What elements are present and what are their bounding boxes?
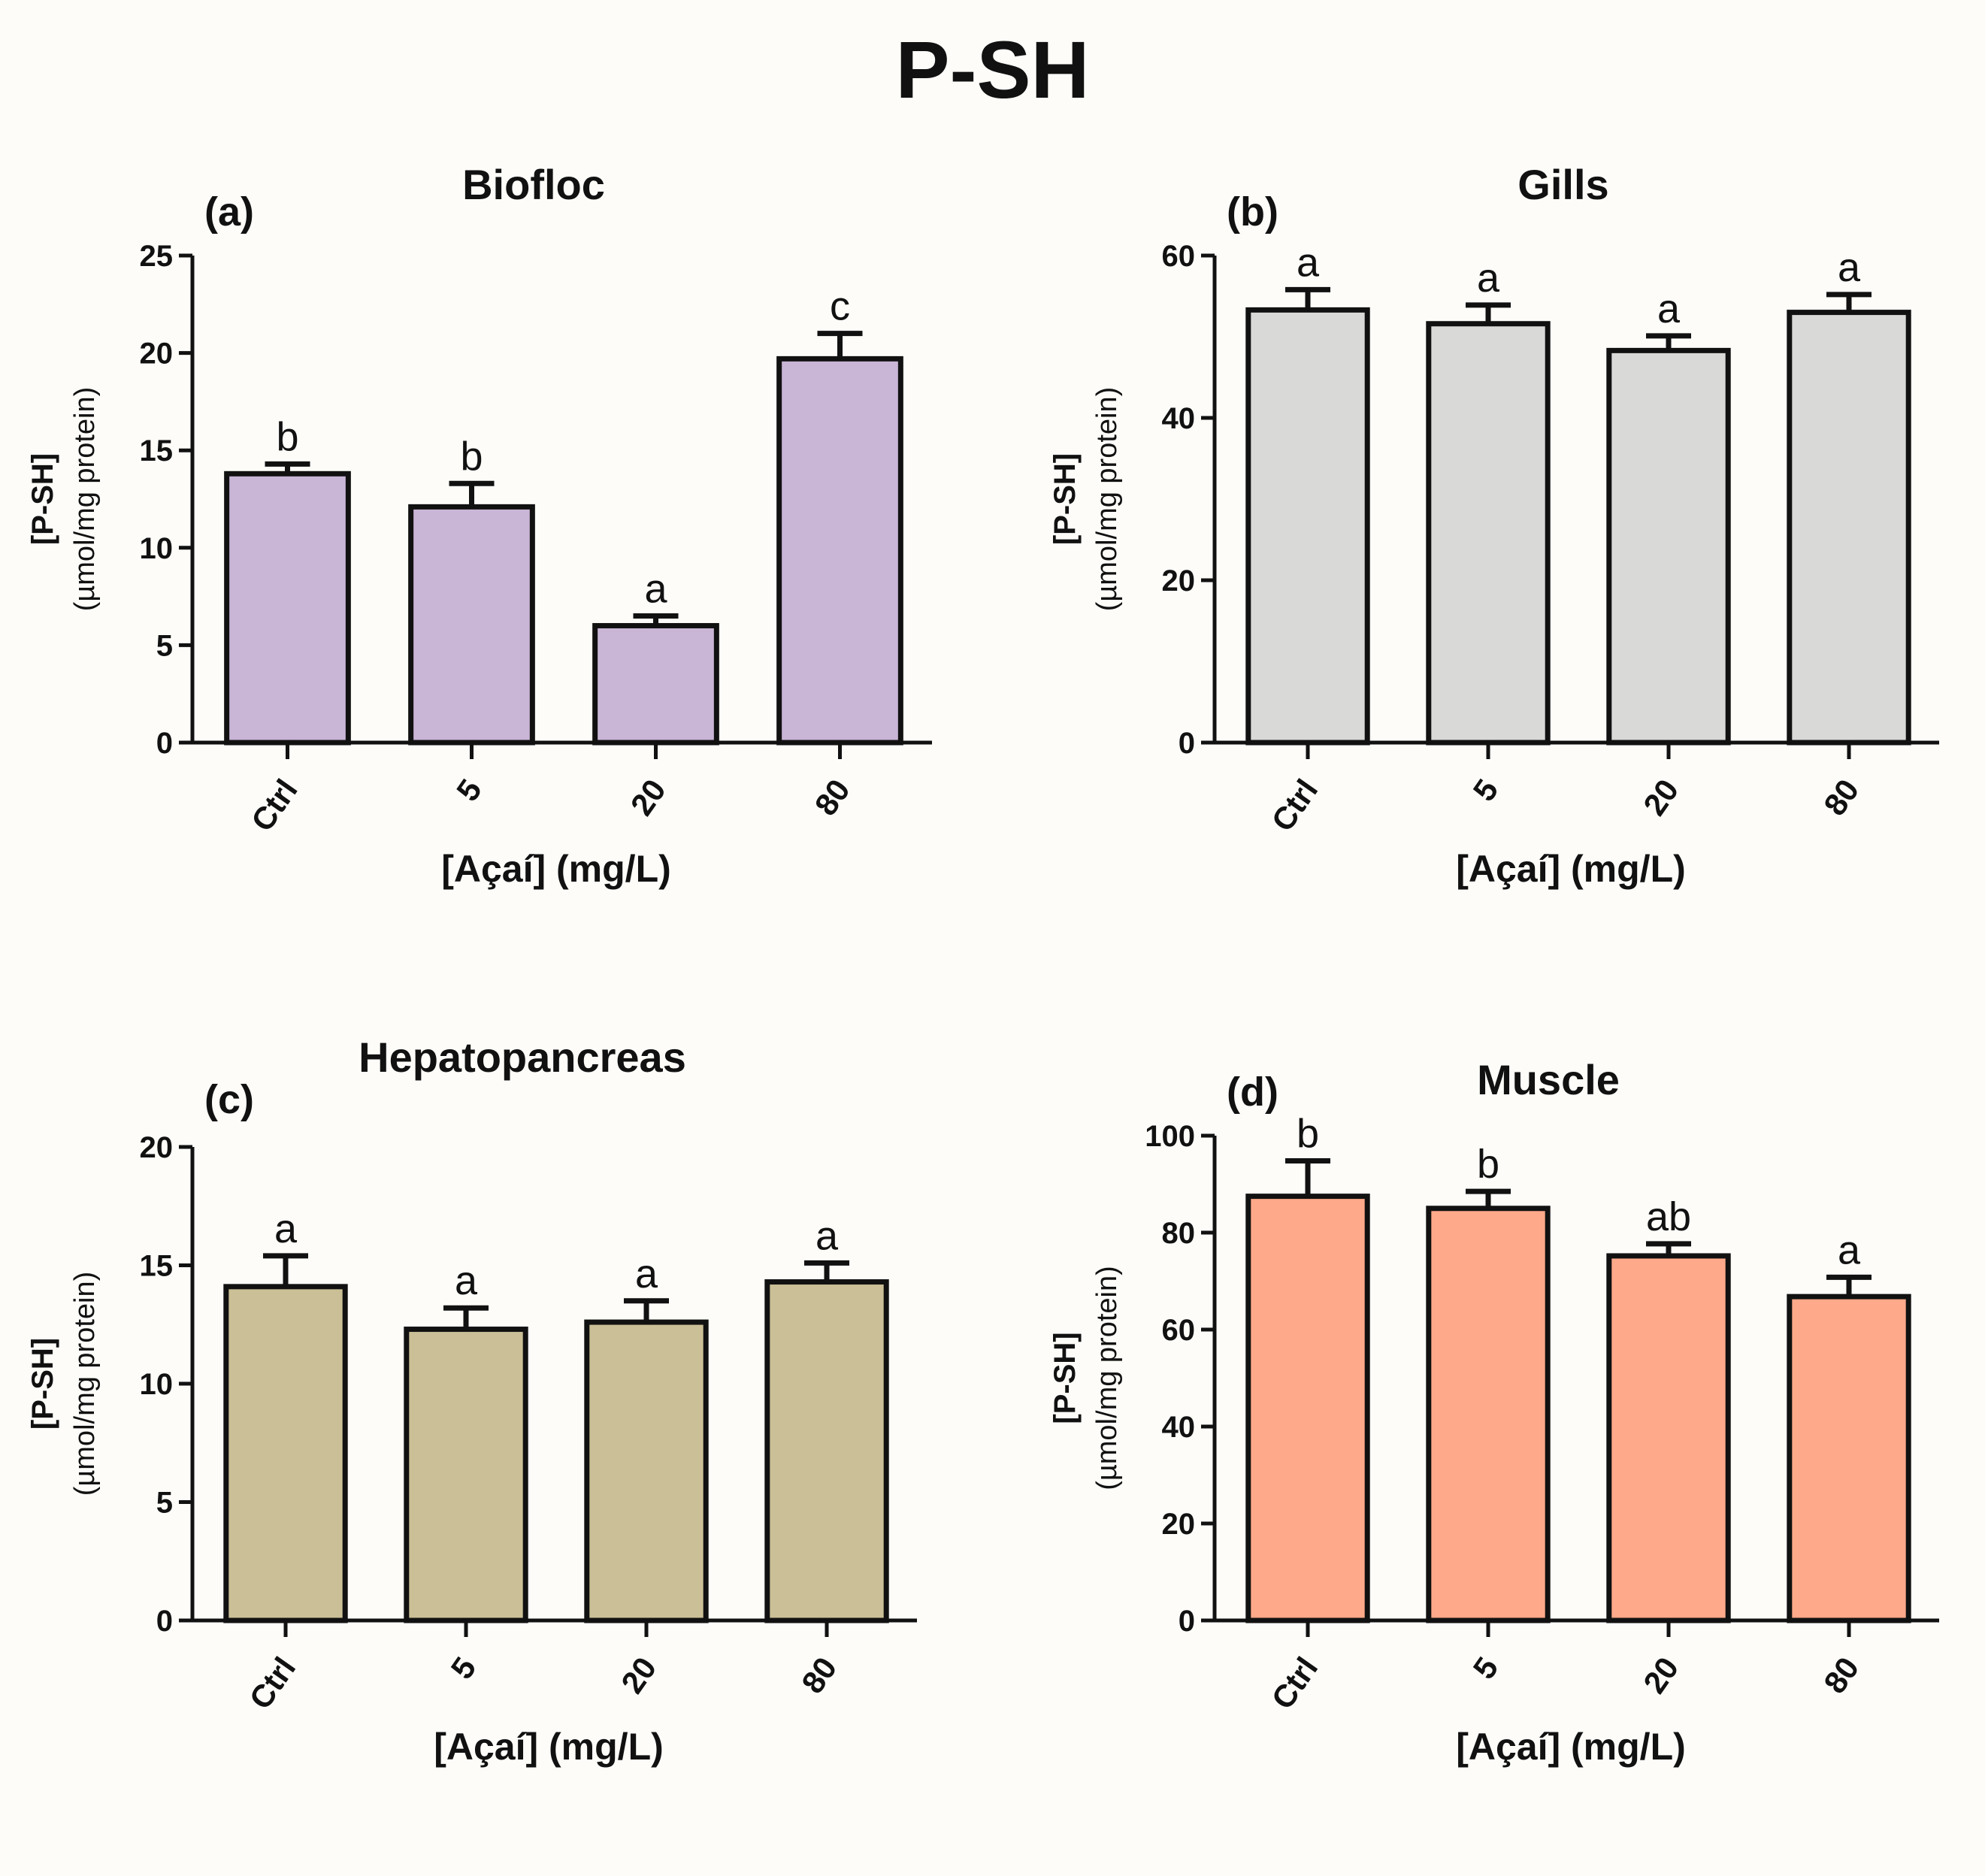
panel-letter: (a) [204,189,254,234]
page-title: P-SH [895,24,1090,115]
x-axis-label: [Açaí] (mg/L) [1456,848,1686,890]
chart-title: Muscle [1477,1056,1620,1103]
bar [1245,1194,1370,1623]
y-tick-label: 0 [1179,1605,1195,1638]
x-axis-label: [Açaí] (mg/L) [434,1726,664,1768]
y-axis-label: [P-SH] [1048,1332,1082,1424]
bar [1426,1206,1551,1623]
significance-letter: c [830,284,850,329]
x-tick-label: Ctrl [242,1651,302,1715]
panel-letter: (b) [1227,189,1278,234]
y-tick-label: 100 [1145,1120,1195,1153]
x-tick-label: 20 [1636,1651,1685,1699]
x-tick-label: 20 [1636,773,1685,822]
y-axis-label: [P-SH] [26,1338,59,1430]
bar [223,1284,348,1623]
y-tick-label: 60 [1162,1314,1196,1347]
panel-a: Biofloc (a) 0 5 10 15 20 25 [P-SH] (µmol/mg prote… [0,143,992,1000]
y-tick-label: 15 [140,434,174,467]
bar [1426,321,1551,746]
significance-letter: a [1297,240,1320,285]
chart-gills: Gills (b) 0 20 40 60 [P-SH] (µmol/mg protein) a C… [1048,161,1939,890]
bar [224,471,351,746]
significance-letter: ab [1646,1194,1691,1239]
y-tick-label: 40 [1162,402,1196,435]
bar [1245,307,1370,746]
chart-hepatopancreas: Hepatopancreas (c) 0 5 10 15 20 [P-SH] (µmol/mg … [26,1033,917,1768]
panel-letter: (c) [204,1077,254,1122]
y-tick-label: 10 [140,1368,174,1401]
x-tick-label: 5 [1466,773,1505,807]
y-tick-label: 5 [156,1487,173,1520]
x-tick-label: 20 [624,773,673,822]
y-tick-label: 80 [1162,1217,1196,1250]
bar [408,504,535,746]
significance-letter: b [276,414,298,459]
y-axis-sublabel: (µmol/mg protein) [69,1272,101,1496]
y-tick-label: 20 [1162,564,1196,598]
y-tick-label: 0 [156,727,173,760]
significance-letter: a [1838,245,1861,290]
panel-letter: (d) [1227,1070,1278,1115]
y-tick-label: 0 [156,1605,173,1638]
y-tick-label: 20 [1162,1508,1196,1541]
bar [404,1327,528,1623]
bar [1787,310,1911,746]
significance-letter: a [1477,256,1500,301]
chart-biofloc: Biofloc (a) 0 5 10 15 20 25 [P-SH] (µmol/mg prote… [26,161,932,890]
significance-letter: a [635,1251,658,1297]
x-tick-label: Ctrl [244,773,304,837]
y-axis-sublabel: (µmol/mg protein) [1091,387,1123,612]
y-tick-label: 25 [140,240,174,273]
x-axis-label: [Açaí] (mg/L) [1456,1726,1686,1768]
significance-letter: a [1657,286,1681,331]
x-tick-label: 80 [1817,773,1865,822]
x-tick-label: 5 [1466,1651,1505,1685]
significance-letter: a [274,1206,298,1251]
bar [1606,347,1731,746]
x-tick-label: 80 [794,1651,843,1699]
bar [592,622,719,746]
x-tick-label: 80 [1817,1651,1865,1699]
panel-b: Gills (b) 0 20 40 60 [P-SH] (µmol/mg protein) a C… [992,143,1984,1000]
x-tick-label: 80 [808,773,857,822]
significance-letter: a [815,1213,839,1258]
panel-c: Hepatopancreas (c) 0 5 10 15 20 [P-SH] (µmol/mg … [0,1019,992,1876]
y-tick-label: 40 [1162,1411,1196,1444]
chart-title: Gills [1517,161,1608,208]
y-axis-sublabel: (µmol/mg protein) [69,387,101,612]
bar [776,356,903,746]
x-tick-label: 5 [449,773,489,807]
y-axis-sublabel: (µmol/mg protein) [1091,1266,1123,1490]
y-tick-label: 20 [140,1131,174,1164]
x-tick-label: 5 [443,1651,483,1685]
bar [764,1279,889,1623]
x-axis-label: [Açaí] (mg/L) [441,848,671,890]
y-tick-label: 0 [1179,727,1195,760]
bar [1606,1253,1731,1623]
y-tick-label: 20 [140,337,174,371]
y-tick-label: 10 [140,532,174,565]
significance-letter: a [1838,1227,1861,1272]
significance-letter: b [1297,1112,1319,1157]
y-tick-label: 60 [1162,240,1196,273]
bar [1787,1294,1911,1623]
y-axis-label: [P-SH] [1048,453,1082,545]
y-tick-label: 15 [140,1250,174,1283]
x-tick-label: Ctrl [1264,773,1324,837]
significance-letter: b [460,434,483,479]
bar [584,1319,709,1623]
significance-letter: b [1477,1142,1499,1187]
chart-title: Biofloc [462,161,605,208]
x-tick-label: 20 [614,1651,663,1699]
x-tick-label: Ctrl [1264,1651,1324,1715]
panel-d: Muscle (d) 0 20 40 60 80 100 [P-SH] (µmol/mg prot… [992,1019,1984,1876]
y-axis-label: [P-SH] [26,453,59,545]
chart-title: Hepatopancreas [359,1033,686,1081]
significance-letter: a [455,1258,478,1303]
y-tick-label: 5 [156,629,173,662]
chart-muscle: Muscle (d) 0 20 40 60 80 100 [P-SH] (µmol/mg prot… [1048,1056,1939,1768]
significance-letter: a [644,567,667,612]
